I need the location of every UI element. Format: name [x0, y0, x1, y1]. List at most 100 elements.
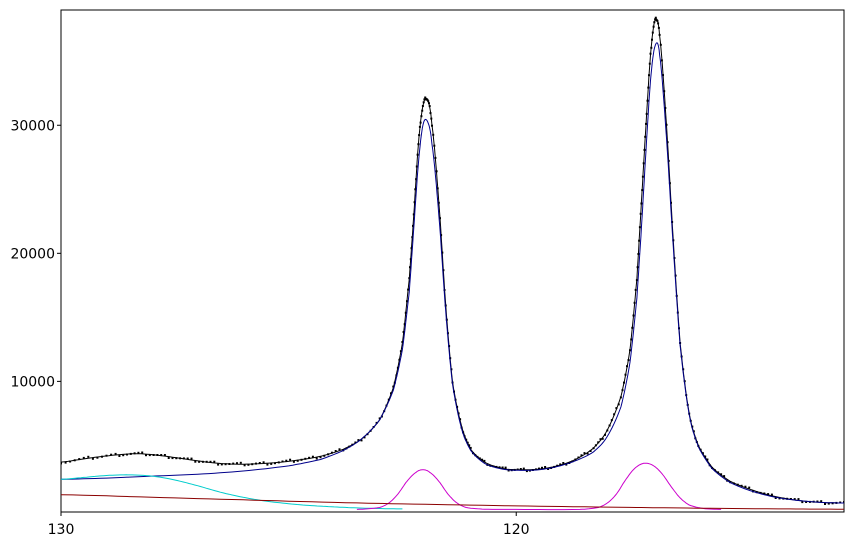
data-point	[141, 451, 144, 454]
data-point	[171, 457, 174, 460]
data-point	[501, 466, 504, 469]
data-point	[292, 460, 295, 463]
data-point	[363, 436, 366, 439]
data-point	[583, 452, 586, 455]
data-point	[145, 454, 147, 457]
data-point	[239, 461, 242, 464]
data-point	[137, 451, 140, 454]
data-point	[311, 455, 314, 458]
data-point	[258, 462, 261, 464]
data-point	[110, 453, 113, 456]
data-point	[186, 457, 189, 460]
data-point	[541, 466, 543, 469]
data-point	[797, 498, 800, 501]
data-point	[793, 498, 796, 501]
data-point	[270, 462, 273, 465]
data-point	[87, 455, 90, 458]
data-point	[82, 456, 85, 459]
data-point	[281, 460, 284, 463]
data-point	[469, 446, 472, 449]
data-point	[262, 461, 265, 464]
data-point	[247, 463, 250, 466]
data-point	[706, 458, 709, 461]
series-line-4	[356, 462, 722, 511]
data-point	[357, 439, 360, 442]
data-point	[220, 463, 223, 466]
series-line-2	[61, 42, 844, 504]
data-point	[243, 464, 246, 467]
data-point	[824, 503, 826, 505]
data-point	[562, 462, 565, 464]
data-point	[213, 460, 216, 463]
plot-area-frame	[60, 9, 845, 513]
data-point	[820, 500, 823, 503]
tick-layer: 10000 20000 30000 130 120	[10, 118, 529, 538]
series-line-5	[61, 494, 844, 510]
data-point	[315, 457, 318, 460]
data-point	[360, 439, 363, 442]
data-point	[599, 438, 602, 441]
data-point	[481, 458, 484, 461]
x-tick-label: 130	[48, 522, 75, 538]
data-point	[296, 459, 299, 462]
data-point	[114, 452, 117, 455]
data-point	[285, 459, 288, 462]
y-tick-label: 10000	[10, 374, 55, 390]
data-point	[190, 457, 193, 460]
data-point	[586, 452, 589, 455]
data-point	[378, 417, 381, 420]
data-point	[805, 501, 808, 503]
data-point	[744, 485, 747, 488]
data-point	[289, 458, 292, 461]
data-point	[334, 450, 337, 452]
y-tick-label: 30000	[10, 118, 55, 134]
data-point	[217, 463, 220, 466]
data-point	[96, 456, 99, 459]
data-point	[424, 96, 427, 99]
data-point	[354, 441, 357, 444]
data-point	[580, 454, 583, 457]
data-point	[507, 469, 510, 472]
data-point	[148, 454, 151, 457]
data-point	[559, 463, 562, 466]
data-point	[61, 462, 62, 465]
data-point	[167, 457, 170, 459]
data-point	[319, 456, 322, 459]
data-point	[338, 448, 341, 451]
data-point	[720, 473, 723, 476]
data-point	[91, 457, 94, 460]
data-point	[236, 462, 238, 465]
data-point	[483, 459, 486, 462]
data-point	[194, 460, 197, 463]
x-tick-label: 120	[503, 522, 530, 538]
data-point	[827, 502, 830, 505]
data-point	[774, 497, 777, 499]
data-point	[767, 493, 770, 496]
data-point	[565, 463, 568, 466]
data-point	[544, 466, 547, 468]
data-point	[770, 493, 773, 496]
data-point	[654, 16, 657, 19]
data-point	[64, 461, 67, 464]
data-point	[160, 454, 163, 456]
data-point	[816, 500, 819, 503]
series-layer	[61, 16, 844, 511]
data-point	[748, 486, 751, 489]
data-point	[198, 460, 201, 463]
data-point	[601, 437, 604, 440]
y-tick-label: 20000	[10, 246, 55, 262]
data-point	[589, 450, 592, 452]
data-point	[525, 470, 528, 473]
data-point	[522, 467, 525, 470]
series-line-3	[61, 474, 403, 510]
data-point	[266, 463, 269, 466]
data-point	[163, 454, 166, 456]
data-point	[723, 475, 726, 478]
data-point	[122, 454, 125, 457]
data-point	[308, 456, 311, 459]
data-point	[118, 455, 121, 457]
data-point	[801, 501, 804, 504]
data-point	[504, 466, 507, 469]
data-point	[519, 468, 522, 470]
